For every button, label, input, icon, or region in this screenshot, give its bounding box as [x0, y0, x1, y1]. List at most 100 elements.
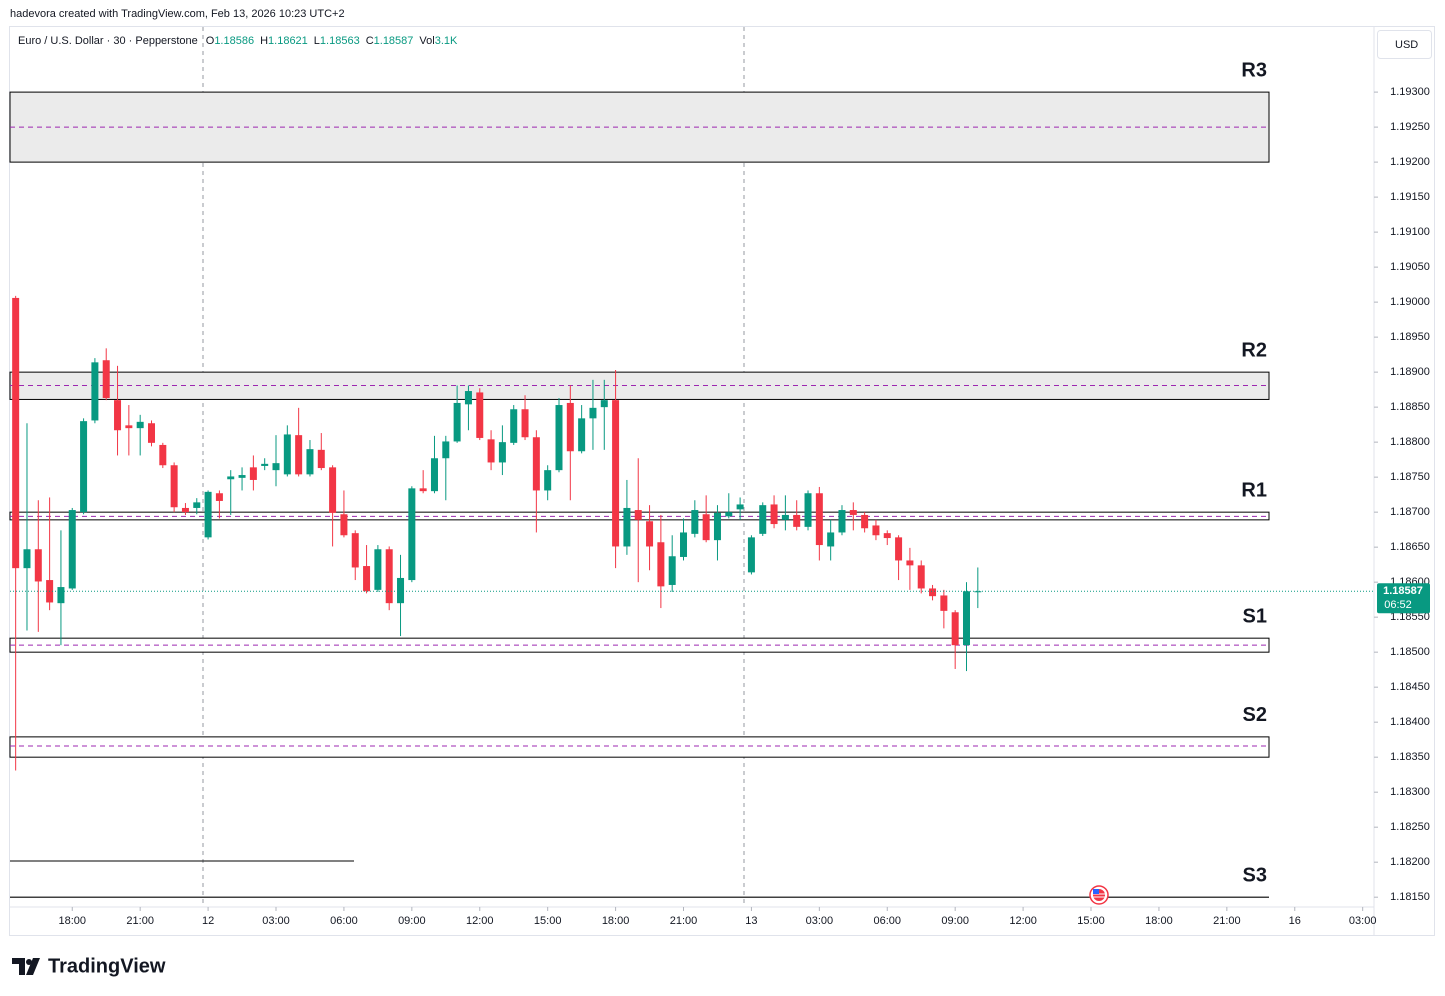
y-tick-label: 1.18200: [1390, 856, 1430, 868]
candle-body: [295, 435, 303, 475]
x-tick-label: 03:00: [1349, 915, 1377, 927]
y-tick-label: 1.18400: [1390, 716, 1430, 728]
y-tick-label: 1.18700: [1390, 506, 1430, 518]
candle-body: [600, 400, 608, 408]
candle-body: [476, 392, 484, 438]
candle-body: [555, 405, 563, 471]
candle-body: [691, 510, 699, 534]
candle-body: [397, 577, 405, 604]
chart-title: Euro / U.S. Dollar · 30 · Pepperstone: [18, 35, 198, 47]
candle-body: [532, 437, 540, 491]
candle-body: [12, 297, 20, 569]
y-tick-label: 1.19250: [1390, 121, 1430, 133]
logo-text: TradingView: [48, 955, 166, 977]
x-tick-label: 06:00: [873, 915, 901, 927]
candle-body: [962, 591, 970, 646]
candle-body: [498, 442, 506, 463]
candle-body: [634, 510, 642, 520]
candle-body: [657, 542, 665, 587]
candle-body: [487, 439, 495, 463]
candle-body: [147, 423, 155, 443]
candle-body: [589, 407, 597, 419]
header-key: O: [206, 35, 215, 47]
candle-body: [521, 409, 529, 438]
level-zone: [9, 91, 1270, 163]
candle-body: [306, 449, 314, 475]
x-tick-label: 06:00: [330, 915, 358, 927]
x-tick-label: 18:00: [1145, 915, 1173, 927]
candle-body: [249, 467, 257, 480]
candle-body: [57, 587, 65, 604]
price-tag: [1377, 583, 1430, 614]
level-label: S2: [1243, 704, 1267, 726]
candle-body: [815, 493, 823, 546]
y-tick-label: 1.18450: [1390, 681, 1430, 693]
candle-body: [578, 418, 586, 452]
candle-body: [215, 493, 223, 501]
candle-body: [34, 549, 42, 582]
level-label: R3: [1241, 59, 1267, 81]
header-value: 1.18563: [320, 35, 360, 47]
candle-body: [623, 507, 631, 547]
level-label: S1: [1243, 605, 1267, 627]
candle-body: [91, 362, 99, 421]
x-tick-label: 21:00: [670, 915, 698, 927]
candle-body: [612, 400, 620, 547]
candle-body: [351, 533, 359, 568]
candle-body: [680, 532, 688, 557]
candle-body: [861, 514, 869, 529]
currency[interactable]: USD: [1395, 39, 1418, 51]
candle-body: [895, 537, 903, 561]
candle-body: [668, 556, 676, 585]
event-icon[interactable]: [1089, 885, 1109, 905]
candle-body: [227, 476, 235, 480]
candle-body: [827, 532, 835, 547]
candle-body: [68, 510, 76, 589]
candle-body: [419, 488, 427, 492]
y-tick-label: 1.18850: [1390, 401, 1430, 413]
x-tick-label: 18:00: [602, 915, 630, 927]
x-tick-label: 12:00: [1009, 915, 1037, 927]
y-tick-label: 1.18550: [1390, 611, 1430, 623]
y-tick-label: 1.18150: [1390, 891, 1430, 903]
y-tick-label: 1.18800: [1390, 436, 1430, 448]
candle-body: [566, 402, 574, 452]
candle-body: [464, 391, 472, 405]
x-tick-label: 12: [202, 915, 214, 927]
candle-body: [430, 458, 438, 492]
y-tick-label: 1.18350: [1390, 751, 1430, 763]
y-tick-label: 1.18900: [1390, 366, 1430, 378]
candle-body: [917, 565, 925, 589]
candle-body: [363, 566, 371, 592]
y-tick-label: 1.19100: [1390, 226, 1430, 238]
header-key: Vol: [419, 35, 434, 47]
currency-button[interactable]: [1377, 30, 1432, 59]
candle-body: [646, 521, 654, 547]
level-zone: [9, 736, 1270, 758]
candle-body: [125, 425, 133, 429]
candle-body: [770, 504, 778, 525]
candle-body: [136, 421, 144, 429]
level-label: R1: [1241, 479, 1267, 501]
header-value: 1.18587: [374, 35, 414, 47]
candle-body: [272, 463, 280, 471]
x-tick-label: 09:00: [398, 915, 426, 927]
candle-body: [838, 510, 846, 533]
candle-body: [702, 514, 710, 541]
header-key: C: [366, 35, 374, 47]
x-tick-label: 09:00: [941, 915, 969, 927]
x-tick-label: 16: [1289, 915, 1301, 927]
y-tick-label: 1.18750: [1390, 471, 1430, 483]
level-label: S3: [1243, 864, 1267, 886]
candle-body: [747, 537, 755, 573]
y-tick-label: 1.19200: [1390, 156, 1430, 168]
y-tick-label: 1.18650: [1390, 541, 1430, 553]
candle-body: [114, 400, 122, 431]
candle-body: [951, 612, 959, 646]
y-tick-label: 1.19300: [1390, 86, 1430, 98]
candle-body: [317, 449, 325, 469]
x-tick-label: 13: [745, 915, 757, 927]
candle-body: [736, 504, 744, 510]
